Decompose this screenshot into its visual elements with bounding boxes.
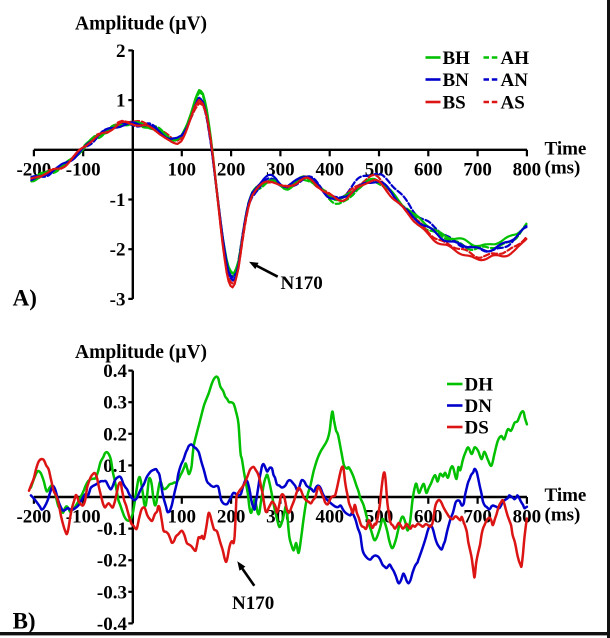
svg-text:200: 200 — [217, 160, 246, 181]
svg-text:-1: -1 — [110, 190, 126, 211]
svg-text:Time: Time — [545, 139, 587, 160]
svg-text:DS: DS — [465, 417, 489, 438]
svg-text:-100: -100 — [66, 160, 101, 181]
svg-text:100: 100 — [168, 507, 197, 528]
svg-text:N170: N170 — [281, 273, 323, 294]
svg-text:(ms): (ms) — [545, 505, 581, 526]
svg-text:Amplitude (µV): Amplitude (µV) — [75, 342, 207, 363]
svg-text:200: 200 — [217, 507, 246, 528]
svg-text:400: 400 — [315, 507, 344, 528]
svg-text:600: 600 — [414, 160, 443, 181]
svg-text:-200: -200 — [16, 507, 51, 528]
svg-text:Time: Time — [545, 485, 587, 506]
svg-text:100: 100 — [168, 160, 197, 181]
svg-text:BH: BH — [443, 48, 471, 69]
svg-text:-100: -100 — [66, 507, 101, 528]
svg-text:BN: BN — [443, 70, 470, 91]
svg-text:-0.1: -0.1 — [97, 519, 127, 540]
svg-text:A): A) — [13, 286, 37, 311]
svg-text:-0.4: -0.4 — [97, 614, 128, 635]
svg-text:0.4: 0.4 — [103, 361, 127, 382]
svg-text:-2: -2 — [110, 240, 126, 261]
svg-text:B): B) — [13, 609, 36, 634]
svg-text:AH: AH — [501, 48, 530, 69]
svg-text:N170: N170 — [232, 593, 274, 614]
svg-text:-3: -3 — [110, 289, 126, 310]
svg-text:BS: BS — [443, 92, 466, 113]
svg-text:DN: DN — [465, 396, 493, 417]
svg-text:AS: AS — [501, 92, 525, 113]
svg-text:Amplitude (µV): Amplitude (µV) — [75, 14, 207, 35]
svg-text:1: 1 — [116, 91, 126, 112]
svg-text:AN: AN — [501, 70, 529, 91]
svg-text:-0.2: -0.2 — [97, 551, 127, 572]
svg-text:0.3: 0.3 — [103, 393, 127, 414]
svg-text:2: 2 — [116, 41, 126, 62]
svg-text:(ms): (ms) — [545, 158, 581, 179]
svg-text:800: 800 — [513, 160, 542, 181]
svg-text:0.2: 0.2 — [103, 424, 127, 445]
svg-text:300: 300 — [266, 160, 295, 181]
svg-text:400: 400 — [315, 160, 344, 181]
svg-text:0.1: 0.1 — [103, 456, 127, 477]
svg-text:700: 700 — [463, 160, 492, 181]
svg-text:800: 800 — [513, 507, 542, 528]
svg-text:DH: DH — [465, 374, 494, 395]
svg-text:-0.3: -0.3 — [97, 582, 127, 603]
